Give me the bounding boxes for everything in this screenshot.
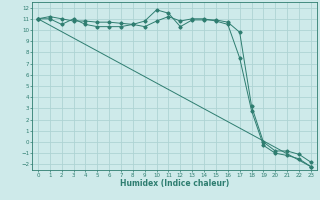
X-axis label: Humidex (Indice chaleur): Humidex (Indice chaleur)	[120, 179, 229, 188]
